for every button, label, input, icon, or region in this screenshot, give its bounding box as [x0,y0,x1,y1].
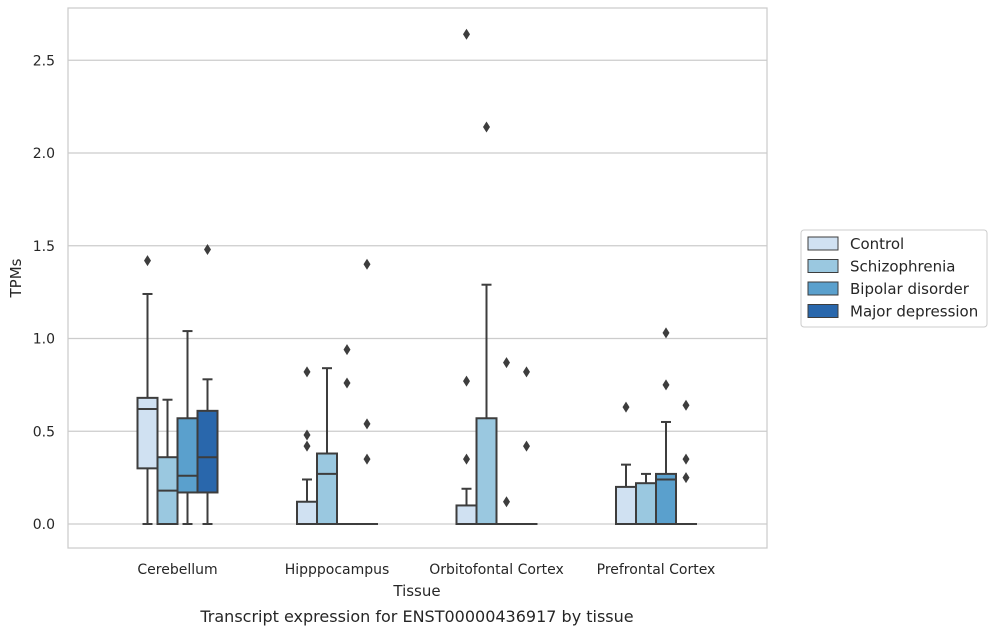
outlier-point [463,28,470,40]
box-schizophrenia [475,121,498,526]
y-tick-labels: 0.0 0.5 1.0 1.5 2.0 2.5 [33,53,55,533]
outlier-point [343,377,351,389]
box-plot-marks [136,28,697,526]
outlier-point [523,366,530,378]
box-body [316,452,338,526]
y-tick-label: 2.5 [33,53,55,69]
box-body [296,500,318,525]
box-control [615,401,637,525]
box-body [196,409,219,494]
box-body [655,472,677,526]
legend-swatch [807,259,839,273]
box-body [615,485,637,525]
y-tick-label: 0.5 [33,424,55,440]
y-tick-label: 0.0 [33,517,55,533]
outlier-point [463,375,470,387]
outlier-point [303,440,311,452]
legend-swatch [807,281,839,296]
legend-label: Schizophrenia [850,258,955,276]
box-bipolar-disorder [176,330,199,525]
outlier-point [503,496,510,508]
outlier-point [363,453,371,465]
outlier-point [662,379,670,391]
x-tick-label: Prefrontal Cortex [597,562,716,578]
outlier-point [144,255,151,267]
outlier-point [483,121,490,133]
outlier-point [463,453,470,465]
outlier-point [662,327,670,339]
legend-label: Bipolar disorder [850,280,970,298]
box-body [455,504,478,526]
x-axis-title: Tissue [392,582,440,600]
box-body [635,482,657,526]
legend-frame [800,229,988,328]
box-schizophrenia [156,398,179,525]
legend-label: Major depression [850,303,978,321]
outlier-point [204,243,211,255]
x-tick-label: Cerebellum [137,562,217,578]
y-tick-label: 1.5 [33,239,55,255]
box-major-depression [356,258,378,526]
y-axis-title: TPMs [7,258,25,298]
outlier-point [622,401,630,413]
box-body [176,417,199,494]
legend: Control Schizophrenia Bipolar disorder Majo… [800,229,988,328]
box-major-depression [675,399,697,526]
box-schizophrenia [316,367,338,526]
legend-label: Control [850,235,904,253]
outlier-point [363,258,371,270]
plot-area-frame [67,7,768,549]
outlier-point [682,399,690,411]
outlier-point [682,453,690,465]
box-bipolar-disorder [336,344,358,526]
outlier-point [343,344,351,356]
box-major-depression [196,243,219,525]
box-bipolar-disorder [495,357,518,526]
outlier-point [363,418,371,430]
outlier-point [523,440,530,452]
y-tick-label: 1.0 [33,332,55,348]
box-control [455,28,478,526]
box-control [296,366,318,525]
x-tick-label: Orbitofontal Cortex [429,562,564,578]
outlier-point [503,357,510,369]
x-tick-label: Hipppocampus [285,562,390,578]
box-bipolar-disorder [655,327,677,526]
legend-swatch [807,236,839,251]
box-major-depression [515,366,538,526]
figure-caption: Transcript expression for ENST0000043691… [199,607,633,626]
x-tick-labels: Cerebellum Hipppocampus Orbitofontal Corte… [137,562,715,578]
box-body [136,396,159,470]
y-tick-label: 2.0 [33,146,55,162]
box-body [475,417,498,526]
outlier-point [303,366,311,378]
box-schizophrenia [635,472,657,526]
outlier-point [303,429,311,441]
outlier-point [682,472,690,484]
legend-swatch [807,304,839,318]
grid-lines [68,59,767,525]
box-control [136,255,159,525]
